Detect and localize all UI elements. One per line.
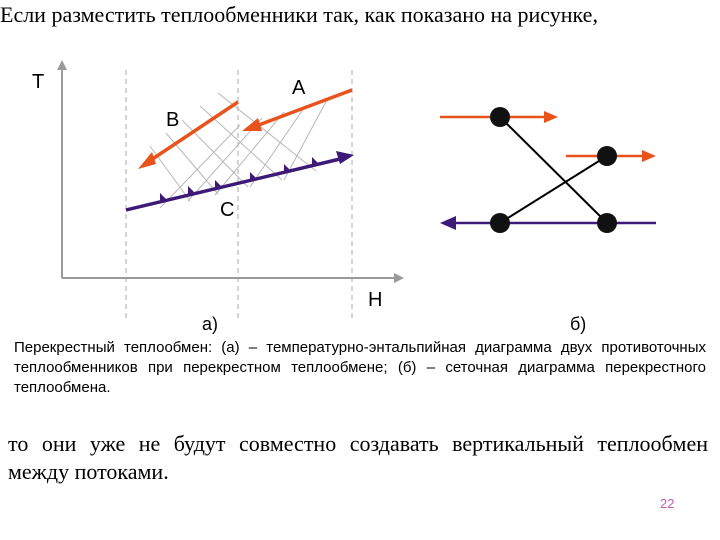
stream-label-a: A [292, 77, 306, 99]
cold-stream-arrowhead [440, 216, 456, 230]
stream-b-line [147, 100, 239, 164]
stream-label-c: C [220, 199, 234, 221]
figure: T H [0, 30, 720, 350]
conclusion-text: то они уже не будут совместно создавать … [8, 431, 708, 484]
page-number: 22 [660, 496, 675, 511]
panel-label-a: а) [202, 314, 218, 334]
hot-stream-2-arrowhead [642, 150, 656, 162]
stream-c-line [125, 157, 341, 212]
stream-b-arrowhead [138, 152, 156, 169]
intro-text: Если разместить теплообменники так, как … [0, 2, 598, 27]
th-diagram: T H [32, 60, 404, 334]
figure-caption: Перекрестный теплообмен: (а) – температу… [14, 339, 706, 396]
exchanger-node [490, 213, 510, 233]
stream-c-arrowhead [336, 151, 354, 164]
figure-svg: T H [32, 60, 656, 334]
match-line [499, 116, 608, 224]
stream-c-ticks [160, 157, 318, 202]
stream-a-line [255, 88, 353, 128]
axis-x-label: H [368, 289, 382, 311]
grid-diagram: б) [440, 107, 656, 334]
stream-label-b: B [166, 109, 179, 131]
exchanger-node [490, 107, 510, 127]
exchanger-node [597, 213, 617, 233]
axis-y-label: T [32, 71, 44, 93]
stream-a-arrowhead [242, 118, 262, 131]
exchanger-node [597, 146, 617, 166]
hot-stream-1-arrowhead [544, 111, 558, 123]
panel-label-b: б) [570, 314, 586, 334]
match-line [499, 155, 608, 224]
